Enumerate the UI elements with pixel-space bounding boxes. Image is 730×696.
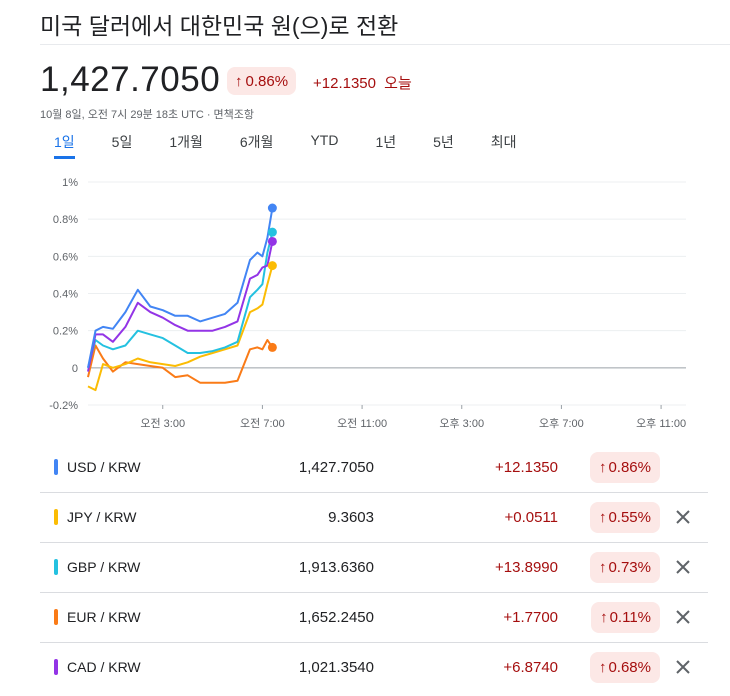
absolute-change-value: +13.8990 <box>495 559 558 576</box>
series-color-swatch <box>54 459 58 475</box>
x-tick-label: 오전 7:00 <box>240 417 285 430</box>
exchange-rate-value: 1,427.7050 <box>298 459 374 476</box>
series-endpoint <box>267 227 277 237</box>
percent-change-value: 0.86% <box>245 72 289 90</box>
exchange-rate-value: 9.3603 <box>328 509 374 526</box>
tab-range[interactable]: 1년 <box>375 134 397 150</box>
absolute-change-value: +6.8740 <box>503 659 558 676</box>
page-title: 미국 달러에서 대한민국 원(으)로 전환 <box>40 13 399 39</box>
currency-pair-label[interactable]: USD / KRW <box>67 459 141 475</box>
currency-row[interactable]: GBP / KRW 1,913.6360 +13.8990 ↑ 0.73% <box>40 543 708 593</box>
today-label: 오늘 <box>384 75 412 92</box>
series-color-swatch <box>54 509 58 525</box>
y-tick-label: 0.8% <box>53 214 78 226</box>
series-color-swatch <box>54 559 58 575</box>
series-line <box>87 265 274 392</box>
percent-change-badge: ↑ 0.68% <box>589 652 660 683</box>
y-tick-label: 0.6% <box>53 251 78 263</box>
title-divider <box>40 44 730 45</box>
y-tick-label: 0 <box>72 363 78 375</box>
y-tick-label: 1% <box>62 177 78 189</box>
arrow-up-icon: ↑ <box>598 459 607 476</box>
percent-change-badge: ↑ 0.86% <box>227 67 297 95</box>
arrow-up-icon: ↑ <box>235 72 243 90</box>
arrow-up-icon: ↑ <box>600 609 608 626</box>
x-tick-label: 오후 11:00 <box>636 417 686 430</box>
percent-change-badge: ↑ 0.11% <box>591 602 660 633</box>
tab-range[interactable]: 5년 <box>433 134 454 150</box>
tab-range[interactable]: 1개월 <box>169 134 203 150</box>
close-icon[interactable] <box>672 556 694 578</box>
y-tick-label: 0.4% <box>53 289 78 301</box>
series-endpoint <box>267 261 277 271</box>
series-line <box>87 339 274 384</box>
series-line <box>87 207 274 368</box>
x-tick-label: 오전 3:00 <box>140 417 185 430</box>
arrow-up-icon: ↑ <box>598 559 607 576</box>
percent-change-value: 0.73% <box>608 559 651 576</box>
exchange-rate-value: 1,913.6360 <box>298 559 374 576</box>
x-tick-label: 오후 3:00 <box>439 417 484 430</box>
percent-change-badge: ↑ 0.55% <box>589 502 660 533</box>
x-tick-label: 오후 7:00 <box>539 417 584 430</box>
series-color-swatch <box>54 659 58 675</box>
close-icon[interactable] <box>672 656 694 678</box>
percent-change-value: 0.86% <box>608 459 651 476</box>
tab-range[interactable]: 최대 <box>490 134 517 150</box>
arrow-up-icon: ↑ <box>598 509 607 526</box>
series-line <box>87 241 274 372</box>
x-tick-label: 오전 11:00 <box>337 417 387 430</box>
y-tick-label: 0.2% <box>53 326 78 338</box>
currency-pair-label[interactable]: JPY / KRW <box>67 509 137 525</box>
close-icon[interactable] <box>672 506 694 528</box>
currency-row[interactable]: CAD / KRW 1,021.3540 +6.8740 ↑ 0.68% <box>40 643 708 692</box>
currency-pair-label[interactable]: GBP / KRW <box>67 559 141 575</box>
currency-comparison-list: USD / KRW 1,427.7050 +12.1350 ↑ 0.86% JPY / K… <box>40 443 708 692</box>
currency-row[interactable]: EUR / KRW 1,652.2450 +1.7700 ↑ 0.11% <box>40 593 708 643</box>
tab-range[interactable]: 1일 <box>54 132 75 159</box>
percent-change-badge: ↑ 0.86% <box>589 452 660 483</box>
percent-change-value: 0.11% <box>609 609 651 626</box>
currency-row[interactable]: JPY / KRW 9.3603 +0.0511 ↑ 0.55% <box>40 493 708 543</box>
series-color-swatch <box>54 609 58 625</box>
timestamp-disclaimer[interactable]: 10월 8일, 오전 7시 29분 18초 UTC · 면책조항 <box>40 109 255 121</box>
exchange-rate-value: 1,021.3540 <box>298 659 374 676</box>
series-line <box>87 231 274 369</box>
absolute-change-value: +1.7700 <box>503 609 558 626</box>
tab-range[interactable]: 6개월 <box>239 134 274 150</box>
series-endpoint <box>267 342 277 352</box>
exchange-rate-value: 1,652.2450 <box>298 609 374 626</box>
currency-row[interactable]: USD / KRW 1,427.7050 +12.1350 ↑ 0.86% <box>40 443 708 493</box>
percent-change-value: 0.55% <box>608 509 651 526</box>
absolute-change-value: +0.0511 <box>504 509 558 526</box>
current-price: 1,427.7050 <box>40 60 221 99</box>
percent-change-value: 0.68% <box>608 659 651 676</box>
percent-change-badge: ↑ 0.73% <box>589 552 660 583</box>
tab-range[interactable]: YTD <box>310 132 339 148</box>
range-tabs: 1일 5일 1개월 6개월 YTD 1년 5년 최대 <box>54 132 554 159</box>
y-tick-label: -0.2% <box>49 400 78 412</box>
absolute-change-value: +12.1350 <box>313 75 376 92</box>
series-endpoint <box>267 203 277 213</box>
absolute-change-value: +12.1350 <box>495 459 558 476</box>
arrow-up-icon: ↑ <box>598 659 607 676</box>
series-endpoint <box>267 236 277 246</box>
exchange-rate-chart[interactable]: 1% 0.8% 0.6% 0.4% 0.2% 0 -0.2% 오전 3:00 오전 7:00 오전… <box>0 165 730 440</box>
currency-pair-label[interactable]: EUR / KRW <box>67 609 141 625</box>
close-icon[interactable] <box>672 606 694 628</box>
tab-range[interactable]: 5일 <box>111 134 133 150</box>
absolute-change: +12.1350 오늘 <box>313 72 412 93</box>
currency-pair-label[interactable]: CAD / KRW <box>67 659 141 675</box>
